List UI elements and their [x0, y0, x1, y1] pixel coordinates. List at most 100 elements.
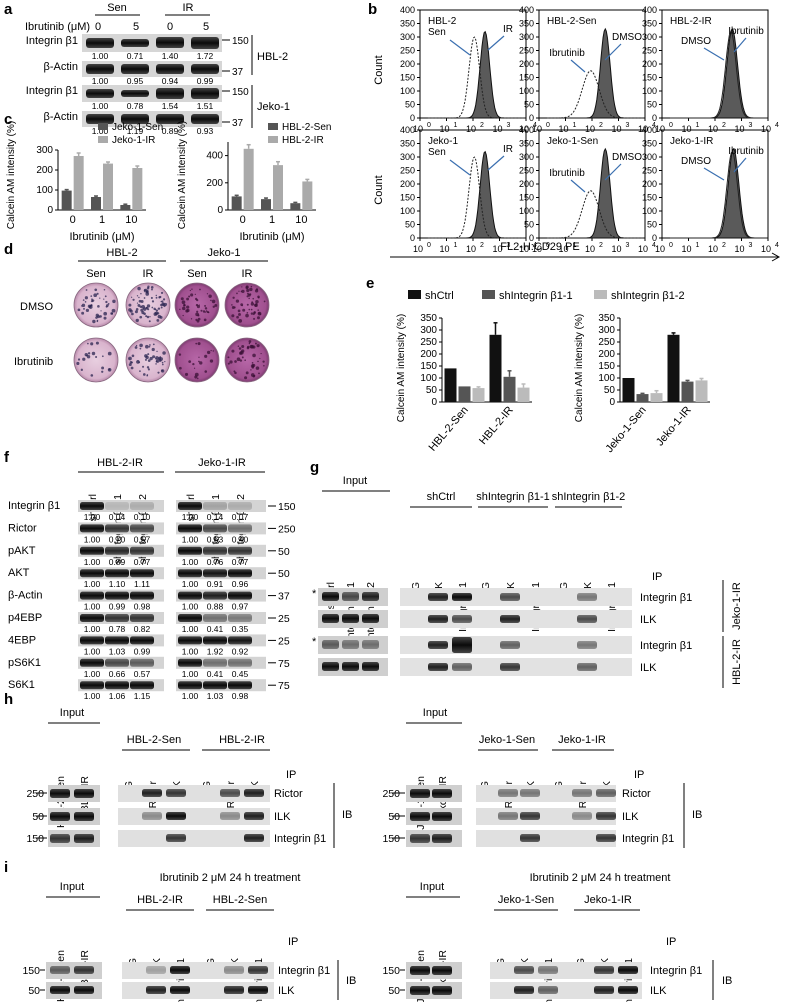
f-quant: 0.97: [232, 602, 249, 612]
blot-band: [342, 662, 359, 671]
blot-band: [105, 569, 129, 578]
i-ip-label: IP: [666, 936, 676, 948]
f-quant: 1.00: [84, 534, 101, 544]
y-tick-label: 150: [420, 361, 437, 372]
blot-band: [594, 966, 614, 974]
histogram-label: Ibrutinib: [549, 48, 585, 59]
blot-band: [203, 569, 227, 578]
i-input-label: Input: [60, 881, 84, 893]
x-tick-exponent: 2: [480, 242, 484, 249]
f-quant: 0.78: [109, 624, 126, 634]
f-quant: 0.04: [109, 512, 126, 522]
blot-band: [500, 663, 520, 671]
blot-band: [105, 546, 129, 555]
blot-band: [105, 502, 129, 510]
f-quant: 0.96: [232, 579, 249, 589]
bar: [132, 168, 143, 210]
f-quant: 0.41: [207, 669, 224, 679]
x-tick-label: 10: [734, 244, 744, 254]
bar: [302, 181, 313, 210]
blot-band: [342, 592, 359, 601]
a-quant: 1.54: [162, 101, 179, 111]
blot-band: [146, 986, 166, 994]
x-tick-label: 10: [439, 124, 449, 134]
f-quant: 0.14: [207, 512, 224, 522]
i-band-label: Integrin β1: [278, 965, 330, 977]
panel-letter-i: i: [4, 859, 8, 876]
histogram-label: DMSO: [612, 32, 642, 43]
x-tick-exponent: 3: [626, 122, 630, 129]
legend-label: shIntegrin β1-1: [499, 290, 573, 302]
blot-band: [452, 637, 472, 653]
bar: [622, 378, 635, 402]
y-tick-label: 50: [647, 220, 657, 230]
f-quant: 1.00: [84, 512, 101, 522]
legend-swatch: [268, 136, 278, 143]
h-ip-label: IP: [286, 769, 296, 781]
blot-band: [105, 681, 129, 690]
g-input-label: Input: [343, 475, 367, 487]
x-tick-exponent: 3: [749, 122, 753, 129]
y-tick-label: 0: [410, 113, 415, 123]
y-tick-label: 350: [598, 313, 615, 324]
y-tick-label: 50: [524, 100, 534, 110]
panel-d-colony-plates: HBL-2 Jeko-1 Sen IR Sen IR DMSO Ibrutini…: [14, 247, 270, 383]
histogram-label: DMSO: [612, 152, 642, 163]
x-tick-label: 10: [492, 244, 502, 254]
x-tick-exponent: 0: [427, 242, 431, 249]
x-tick-label: 10: [466, 244, 476, 254]
legend-swatch: [594, 290, 607, 299]
y-tick-label: 150: [598, 361, 615, 372]
blot-band: [130, 614, 154, 622]
blot-band: [220, 812, 240, 820]
x-category-label: HBL-2-Sen: [427, 404, 471, 453]
bar: [103, 163, 113, 210]
x-tick-exponent: 1: [573, 242, 577, 249]
bar: [489, 334, 502, 402]
f-group-label: HBL-2-IR: [97, 457, 143, 469]
colony-plate: [224, 337, 270, 383]
y-tick-label: 0: [47, 205, 53, 216]
blot-band: [50, 789, 70, 798]
y-tick-label: 400: [642, 5, 657, 15]
g-cell-line: Jeko-1-IR: [731, 582, 743, 630]
blot-band: [228, 681, 252, 690]
y-tick-label: 50: [524, 220, 534, 230]
h-mw: 50: [388, 811, 400, 823]
x-tick-label: 10: [611, 124, 621, 134]
panel-a-western-blot: Sen IR Ibrutinib (μM) 0 5 0 5 Integrin β…: [25, 2, 290, 136]
a-mw: 150: [232, 36, 249, 47]
blot-band: [50, 812, 70, 821]
blot-band: [500, 593, 520, 601]
x-tick-exponent: 1: [696, 122, 700, 129]
blot-band: [498, 812, 518, 820]
b-y-axis-label: Count: [373, 55, 385, 84]
f-row-label: 4EBP: [8, 634, 36, 646]
f-quant: 1.06: [109, 691, 126, 701]
g-band-label: Integrin β1: [640, 640, 692, 652]
f-quant: 0.89: [109, 557, 126, 567]
x-tick-exponent: 4: [533, 122, 537, 129]
blot-band: [105, 614, 129, 622]
blot-band: [432, 812, 452, 821]
f-quant: 1.00: [84, 557, 101, 567]
blot-band: [514, 986, 534, 994]
g-band-label: Integrin β1: [640, 592, 692, 604]
h-group-label: Jeko-1-Sen: [479, 734, 535, 746]
i-ip-label: IP: [288, 936, 298, 948]
i-ib-label: IB: [346, 975, 356, 987]
blot-band: [520, 812, 540, 820]
a-quant: 0.71: [127, 51, 144, 61]
x-tick-label: 10: [519, 124, 529, 134]
f-mw: 25: [278, 613, 290, 625]
a-quant: 0.99: [197, 76, 214, 86]
x-tick-exponent: 2: [599, 242, 603, 249]
panel-letter-a: a: [4, 1, 13, 18]
y-tick-label: 300: [400, 152, 415, 162]
y-tick-label: 350: [400, 19, 415, 29]
d-cell-line-jeko1: Jeko-1: [207, 247, 240, 259]
x-category-label: 0: [240, 214, 246, 226]
bar: [243, 148, 254, 210]
